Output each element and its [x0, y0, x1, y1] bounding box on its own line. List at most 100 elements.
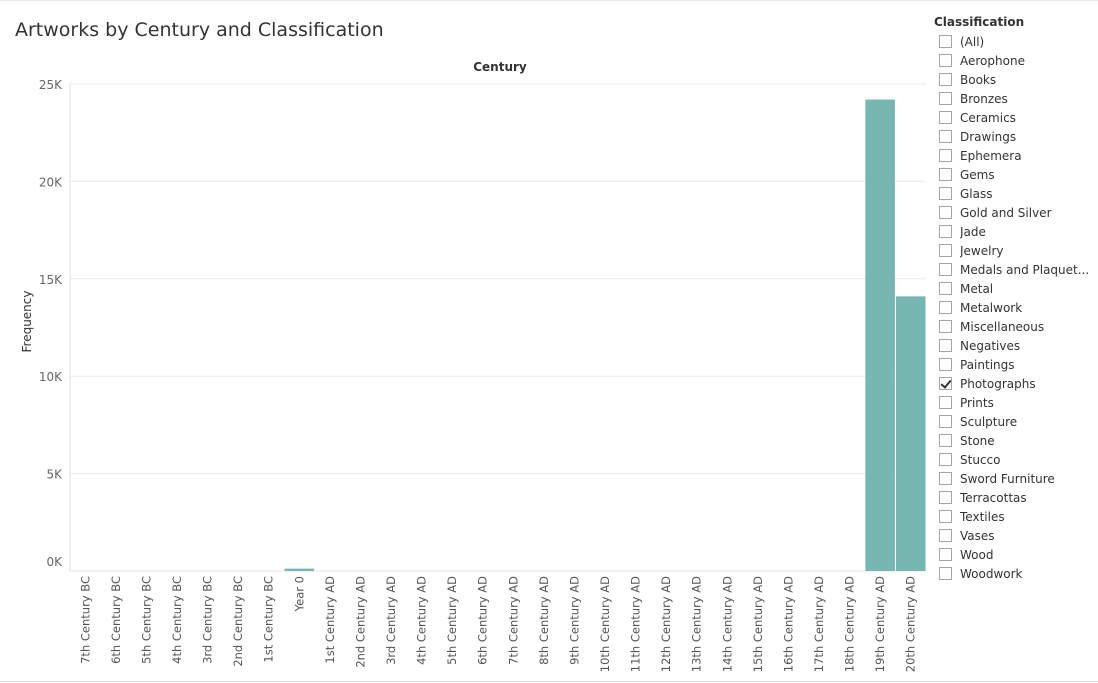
filter-item[interactable]: Woodwork [934, 564, 1094, 583]
filter-item[interactable]: Photographs [934, 374, 1094, 393]
filter-item[interactable]: Bronzes [934, 89, 1094, 108]
filter-item-label: Prints [960, 395, 994, 410]
x-tick-label: 7th Century BC [78, 576, 92, 664]
checkbox[interactable] [939, 434, 952, 447]
checkbox[interactable] [939, 282, 952, 295]
filter-item[interactable]: Paintings [934, 355, 1094, 374]
bar-chart: Century 0K 5K 10K 15K 20K 25K Frequency 7th Cent… [20, 60, 926, 672]
checkbox[interactable] [939, 548, 952, 561]
filter-item-label: Aerophone [960, 53, 1025, 68]
filter-item[interactable]: Gold and Silver [934, 203, 1094, 222]
checkbox[interactable] [939, 35, 952, 48]
checkbox[interactable] [939, 567, 952, 580]
y-tick-label: 15K [39, 273, 63, 287]
filter-item[interactable]: Drawings [934, 127, 1094, 146]
filter-item[interactable]: Glass [934, 184, 1094, 203]
filter-item[interactable]: Prints [934, 393, 1094, 412]
x-tick-label: 5th Century AD [445, 576, 459, 665]
filter-item-label: Sculpture [960, 414, 1018, 429]
filter-item[interactable]: Medals and Plaquet... [934, 260, 1094, 279]
x-tick-label: 1st Century AD [323, 576, 337, 664]
top-divider [0, 0, 1098, 1]
filter-item-label: Paintings [960, 357, 1015, 372]
filter-item-label: Metalwork [960, 300, 1023, 315]
filter-item[interactable]: (All) [934, 32, 1094, 51]
checkbox[interactable] [939, 358, 952, 371]
filter-item[interactable]: Negatives [934, 336, 1094, 355]
y-tick-label: 0K [46, 555, 63, 569]
checkbox[interactable] [939, 415, 952, 428]
checkbox[interactable] [939, 168, 952, 181]
checkbox[interactable] [939, 529, 952, 542]
filter-item-label: Gems [960, 167, 995, 182]
filter-item-label: Wood [960, 547, 994, 562]
checkbox[interactable] [939, 396, 952, 409]
filter-item[interactable]: Vases [934, 526, 1094, 545]
filter-item-label: Negatives [960, 338, 1021, 353]
filter-item-label: Ceramics [960, 110, 1016, 125]
filter-title: Classification [934, 15, 1025, 29]
filter-item-label: Vases [960, 528, 995, 543]
checkbox[interactable] [939, 225, 952, 238]
checkbox[interactable] [939, 73, 952, 86]
y-tick-label: 20K [39, 175, 63, 189]
checkbox[interactable] [939, 472, 952, 485]
checkbox[interactable] [939, 130, 952, 143]
x-tick-label: 10th Century AD [598, 576, 612, 672]
filter-item[interactable]: Stucco [934, 450, 1094, 469]
filter-item-label: (All) [960, 34, 985, 49]
filter-item-label: Medals and Plaquet... [960, 262, 1090, 277]
y-axis-label: Frequency [20, 291, 34, 353]
x-tick-label: 18th Century AD [843, 576, 857, 672]
filter-item[interactable]: Stone [934, 431, 1094, 450]
x-tick-label: 7th Century AD [506, 576, 520, 665]
filter-item-label: Gold and Silver [960, 205, 1052, 220]
filter-item[interactable]: Sculpture [934, 412, 1094, 431]
x-tick-label: 17th Century AD [812, 576, 826, 672]
filter-item-label: Stone [960, 433, 995, 448]
x-tick-label: 4th Century BC [170, 576, 184, 664]
filter-item-label: Ephemera [960, 148, 1022, 163]
filter-item[interactable]: Jewelry [934, 241, 1094, 260]
filter-item[interactable]: Metal [934, 279, 1094, 298]
checkbox[interactable] [939, 510, 952, 523]
filter-item[interactable]: Jade [934, 222, 1094, 241]
checkbox[interactable] [939, 491, 952, 504]
x-tick-label: 4th Century AD [415, 576, 429, 665]
x-tick-label: 9th Century AD [567, 576, 581, 665]
x-tick-label: 19th Century AD [873, 576, 887, 672]
checkbox[interactable] [939, 453, 952, 466]
checkbox[interactable] [939, 111, 952, 124]
x-tick-label: Year 0 [292, 576, 306, 612]
checkbox[interactable] [939, 263, 952, 276]
filter-item[interactable]: Sword Furniture [934, 469, 1094, 488]
filter-item[interactable]: Terracottas [934, 488, 1094, 507]
checkbox[interactable] [939, 206, 952, 219]
checkbox[interactable] [939, 149, 952, 162]
filter-item-label: Jewelry [960, 243, 1004, 258]
filter-item[interactable]: Wood [934, 545, 1094, 564]
filter-item[interactable]: Metalwork [934, 298, 1094, 317]
filter-item[interactable]: Gems [934, 165, 1094, 184]
checkbox[interactable] [939, 92, 952, 105]
filter-item[interactable]: Ephemera [934, 146, 1094, 165]
filter-item[interactable]: Miscellaneous [934, 317, 1094, 336]
filter-item[interactable]: Aerophone [934, 51, 1094, 70]
filter-item-label: Jade [960, 224, 986, 239]
classification-filter: Classification (All) Aerophone Books Bronze… [934, 14, 1094, 583]
checkbox[interactable] [939, 301, 952, 314]
checkbox-checked[interactable] [939, 377, 952, 390]
checkbox[interactable] [939, 244, 952, 257]
checkbox[interactable] [939, 187, 952, 200]
checkbox[interactable] [939, 320, 952, 333]
filter-item[interactable]: Textiles [934, 507, 1094, 526]
filter-item-label: Bronzes [960, 91, 1008, 106]
filter-item[interactable]: Ceramics [934, 108, 1094, 127]
checkbox[interactable] [939, 339, 952, 352]
bar [865, 99, 895, 572]
checkbox[interactable] [939, 54, 952, 67]
x-tick-label: 3rd Century BC [201, 576, 215, 664]
filter-item[interactable]: Books [934, 70, 1094, 89]
column-header: Century [473, 60, 527, 74]
bar [895, 296, 926, 571]
